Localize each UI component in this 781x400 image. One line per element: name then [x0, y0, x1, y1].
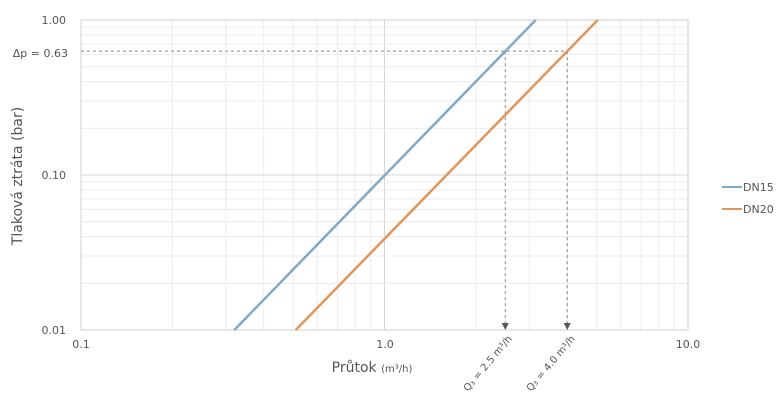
- legend-label-dn20: DN20: [743, 203, 774, 216]
- q3-label-dn20: Q₃ = 4.0 m³/h: [525, 334, 578, 394]
- y-tick-label: 0.10: [42, 169, 67, 182]
- x-axis-unit: (m³/h): [381, 364, 412, 375]
- y-tick-label: 0.01: [42, 324, 67, 337]
- plot-frame: [80, 19, 689, 331]
- x-tick-label: 1.0: [376, 338, 394, 351]
- down-arrow-icon: [563, 323, 571, 330]
- x-axis-title-text: Průtok: [332, 360, 378, 376]
- series-line-dn20: [294, 19, 599, 331]
- x-tick-label: 10.0: [676, 338, 701, 351]
- legend: DN15 DN20: [722, 181, 774, 216]
- y-tick-label: 1.00: [42, 14, 67, 27]
- y-tick-labels: 1.00 0.10 0.01: [42, 14, 67, 337]
- x-tick-labels: 0.1 1.0 10.0: [72, 338, 700, 351]
- grid: [80, 20, 688, 331]
- dp-annotation-label: Δp = 0.63: [13, 47, 68, 60]
- down-arrow-icon: [501, 323, 509, 330]
- q3-label-dn15: Q₃ = 2.5 m³/h: [462, 334, 515, 394]
- legend-label-dn15: DN15: [743, 181, 774, 194]
- y-axis-title: Tlaková ztráta (bar): [10, 107, 26, 246]
- series-line-dn15: [233, 19, 537, 331]
- guide-lines: [81, 50, 571, 330]
- x-axis-title: Průtok (m³/h): [332, 360, 413, 376]
- x-tick-label: 0.1: [72, 338, 90, 351]
- series-lines: [233, 19, 599, 331]
